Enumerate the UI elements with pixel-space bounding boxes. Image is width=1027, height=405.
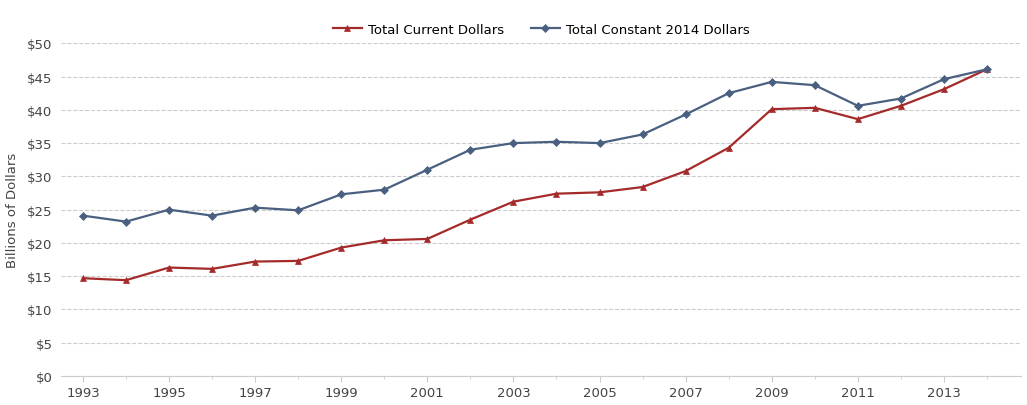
Total Constant 2014 Dollars <box>981 68 993 72</box>
Line: Total Current Dollars: Total Current Dollars <box>79 66 990 284</box>
Total Current Dollars <box>335 245 347 250</box>
Total Current Dollars <box>249 260 261 264</box>
Y-axis label: Billions of Dollars: Billions of Dollars <box>5 153 18 268</box>
Total Current Dollars <box>938 87 950 92</box>
Total Constant 2014 Dollars <box>765 80 777 85</box>
Total Current Dollars <box>550 192 563 196</box>
Total Current Dollars <box>765 107 777 112</box>
Total Current Dollars <box>851 117 864 122</box>
Total Current Dollars <box>120 278 132 283</box>
Total Current Dollars <box>808 106 821 111</box>
Total Current Dollars <box>163 265 176 270</box>
Total Constant 2014 Dollars <box>335 192 347 197</box>
Total Constant 2014 Dollars <box>378 188 390 193</box>
Total Current Dollars <box>464 217 477 222</box>
Total Constant 2014 Dollars <box>163 208 176 213</box>
Total Current Dollars <box>981 68 993 72</box>
Total Current Dollars <box>77 276 89 281</box>
Total Constant 2014 Dollars <box>723 92 735 96</box>
Total Current Dollars <box>637 185 649 190</box>
Total Constant 2014 Dollars <box>507 141 520 146</box>
Total Current Dollars <box>421 237 433 242</box>
Total Constant 2014 Dollars <box>464 148 477 153</box>
Total Current Dollars <box>378 238 390 243</box>
Total Constant 2014 Dollars <box>895 97 907 102</box>
Total Constant 2014 Dollars <box>680 113 692 117</box>
Total Constant 2014 Dollars <box>938 78 950 83</box>
Legend: Total Current Dollars, Total Constant 2014 Dollars: Total Current Dollars, Total Constant 20… <box>333 24 750 37</box>
Total Constant 2014 Dollars <box>77 214 89 219</box>
Total Current Dollars <box>292 259 304 264</box>
Total Constant 2014 Dollars <box>808 83 821 88</box>
Total Constant 2014 Dollars <box>421 168 433 173</box>
Total Current Dollars <box>723 146 735 151</box>
Total Current Dollars <box>680 169 692 174</box>
Total Constant 2014 Dollars <box>550 140 563 145</box>
Total Constant 2014 Dollars <box>851 104 864 109</box>
Total Current Dollars <box>507 200 520 205</box>
Total Constant 2014 Dollars <box>292 208 304 213</box>
Total Constant 2014 Dollars <box>637 133 649 138</box>
Line: Total Constant 2014 Dollars: Total Constant 2014 Dollars <box>80 67 990 225</box>
Total Constant 2014 Dollars <box>120 220 132 224</box>
Total Constant 2014 Dollars <box>249 206 261 211</box>
Total Current Dollars <box>895 104 907 109</box>
Total Current Dollars <box>594 190 606 195</box>
Total Constant 2014 Dollars <box>206 214 219 219</box>
Total Current Dollars <box>206 267 219 272</box>
Total Constant 2014 Dollars <box>594 141 606 146</box>
